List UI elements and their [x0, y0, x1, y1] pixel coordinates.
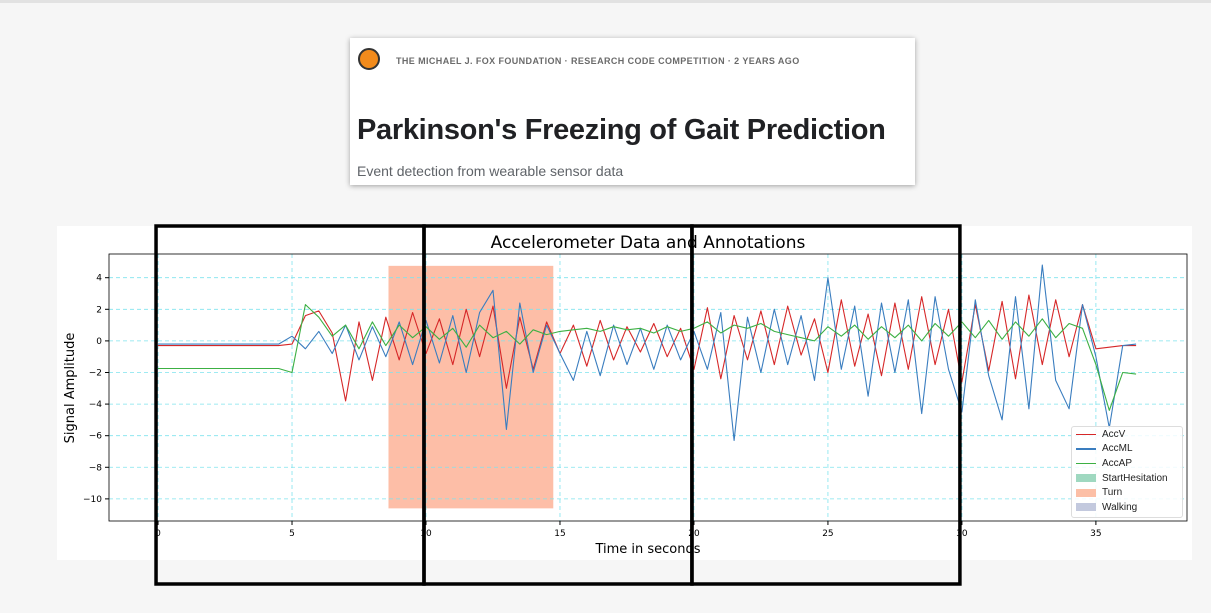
window-box	[690, 224, 962, 586]
x-tick-label: 20	[688, 529, 700, 539]
x-axis-label: Time in seconds	[594, 542, 700, 557]
page-title: Parkinson's Freezing of Gait Prediction	[357, 114, 886, 146]
x-tick-label: 15	[554, 529, 565, 539]
legend-item: AccAP	[1072, 456, 1182, 471]
patch-swatch-icon	[1076, 474, 1096, 483]
top-bar	[0, 0, 1211, 3]
x-tick-label: 5	[289, 529, 295, 539]
legend-label: StartHesitation	[1102, 472, 1168, 484]
legend-item: Turn	[1072, 485, 1182, 500]
x-tick-label: 0	[155, 529, 161, 539]
legend-item: Walking	[1072, 500, 1182, 515]
x-tick-label: 10	[420, 529, 432, 539]
y-tick-label: −8	[89, 463, 103, 473]
x-tick-label: 35	[1090, 529, 1101, 539]
x-tick-label: 30	[956, 529, 968, 539]
y-tick-label: −4	[89, 400, 103, 410]
y-tick-label: −10	[83, 495, 102, 505]
y-tick-label: −6	[89, 432, 103, 442]
series-accap	[158, 304, 1137, 411]
legend-label: Walking	[1102, 501, 1138, 513]
legend-item: AccV	[1072, 427, 1182, 442]
chart-legend: AccV AccML AccAP StartHesitation Turn Walking	[1071, 426, 1183, 518]
legend-label: AccV	[1102, 428, 1126, 440]
series-accml	[158, 264, 1137, 441]
patch-swatch-icon	[1076, 503, 1096, 512]
y-axis-label: Signal Amplitude	[63, 333, 78, 444]
x-tick-label: 25	[822, 529, 833, 539]
y-tick-label: −2	[89, 368, 102, 378]
plot-frame	[108, 253, 1188, 522]
chart-figure	[57, 226, 1192, 560]
competition-meta: THE MICHAEL J. FOX FOUNDATION · RESEARCH…	[396, 56, 800, 66]
legend-label: AccAP	[1102, 457, 1133, 469]
line-swatch-icon	[1076, 462, 1096, 465]
legend-label: AccML	[1102, 443, 1133, 455]
span-turn	[388, 265, 554, 509]
line-swatch-icon	[1076, 448, 1096, 450]
line-swatch-icon	[1076, 433, 1096, 436]
chart-title: Accelerometer Data and Annotations	[491, 233, 806, 253]
legend-label: Turn	[1102, 487, 1123, 499]
page-subtitle: Event detection from wearable sensor dat…	[357, 163, 624, 179]
competition-header-card[interactable]: THE MICHAEL J. FOX FOUNDATION · RESEARCH…	[350, 38, 915, 185]
y-tick-label: 4	[96, 274, 102, 284]
foundation-logo-icon	[358, 48, 380, 70]
y-tick-label: 0	[96, 337, 102, 347]
legend-item: StartHesitation	[1072, 471, 1182, 486]
patch-swatch-icon	[1076, 488, 1096, 497]
legend-item: AccML	[1072, 442, 1182, 457]
y-tick-label: 2	[96, 305, 102, 315]
